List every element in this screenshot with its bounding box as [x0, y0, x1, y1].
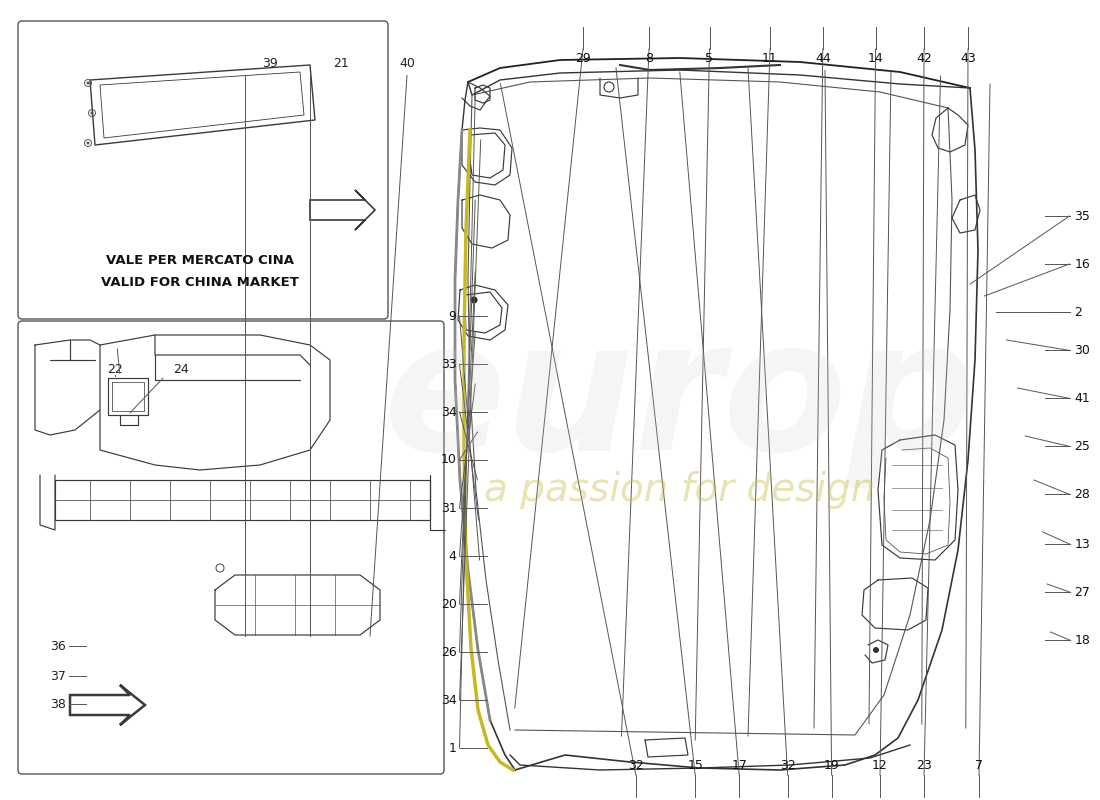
- Text: 14: 14: [868, 52, 883, 65]
- Text: 27: 27: [1075, 586, 1090, 598]
- Text: 29: 29: [575, 52, 591, 65]
- Text: 41: 41: [1075, 392, 1090, 405]
- Text: a passion for design: a passion for design: [484, 471, 876, 509]
- Text: 35: 35: [1075, 210, 1090, 222]
- Text: 38: 38: [51, 698, 66, 710]
- Text: 21: 21: [333, 58, 349, 70]
- Text: 10: 10: [441, 454, 456, 466]
- Text: europ: europ: [384, 312, 977, 488]
- Circle shape: [87, 82, 89, 85]
- Text: 24: 24: [174, 363, 189, 376]
- Text: 33: 33: [441, 358, 456, 370]
- Text: 34: 34: [441, 406, 456, 418]
- Text: 4: 4: [449, 550, 456, 562]
- Text: VALE PER MERCATO CINA: VALE PER MERCATO CINA: [106, 254, 294, 266]
- Text: 26: 26: [441, 646, 456, 658]
- Text: 25: 25: [1075, 440, 1090, 453]
- Circle shape: [873, 647, 879, 653]
- Text: 13: 13: [1075, 538, 1090, 550]
- Text: 31: 31: [441, 502, 456, 514]
- Circle shape: [87, 142, 89, 145]
- Text: 44: 44: [815, 52, 830, 65]
- Text: 18: 18: [1075, 634, 1090, 646]
- Text: 20: 20: [441, 598, 456, 610]
- Text: 42: 42: [916, 52, 932, 65]
- Text: 39: 39: [262, 58, 277, 70]
- Text: 1: 1: [449, 742, 456, 754]
- Text: 43: 43: [960, 52, 976, 65]
- Text: 16: 16: [1075, 258, 1090, 270]
- Text: 12: 12: [872, 759, 888, 772]
- Text: 9: 9: [449, 310, 456, 322]
- Text: 5: 5: [705, 52, 714, 65]
- Text: 11: 11: [762, 52, 778, 65]
- Text: 37: 37: [51, 670, 66, 682]
- Text: 19: 19: [824, 759, 839, 772]
- Text: 8: 8: [645, 52, 653, 65]
- Text: VALID FOR CHINA MARKET: VALID FOR CHINA MARKET: [101, 275, 299, 289]
- Text: 15: 15: [688, 759, 703, 772]
- Circle shape: [471, 297, 477, 303]
- Text: 17: 17: [732, 759, 747, 772]
- Text: 28: 28: [1075, 488, 1090, 501]
- Text: 32: 32: [780, 759, 795, 772]
- Text: 32: 32: [628, 759, 643, 772]
- Text: 40: 40: [399, 58, 415, 70]
- Text: 22: 22: [108, 363, 123, 376]
- Text: 36: 36: [51, 640, 66, 653]
- Text: 7: 7: [975, 759, 983, 772]
- Text: 2: 2: [1075, 306, 1082, 318]
- Text: 23: 23: [916, 759, 932, 772]
- Text: 34: 34: [441, 694, 456, 706]
- Text: 30: 30: [1075, 344, 1090, 357]
- Circle shape: [90, 111, 94, 114]
